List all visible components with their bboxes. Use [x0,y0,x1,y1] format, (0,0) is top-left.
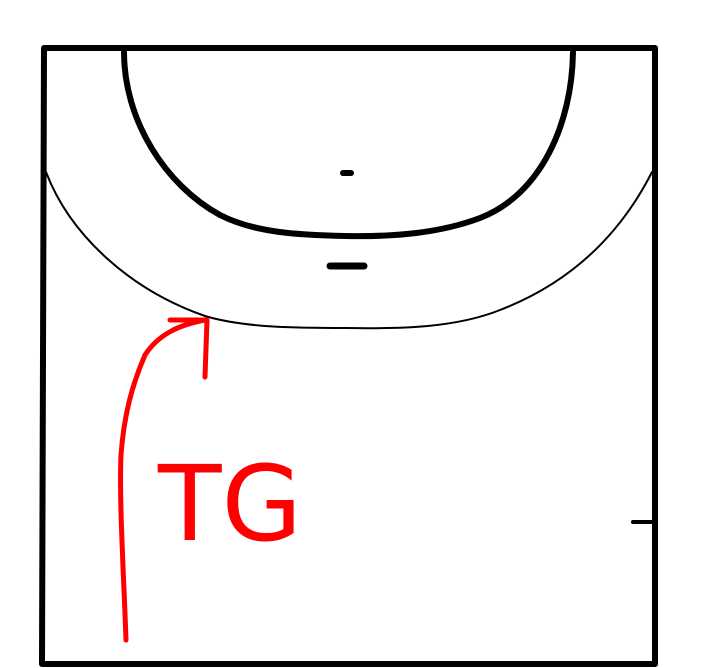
court-boundary [39,45,658,667]
annotation-arrowhead [167,317,210,380]
annotation-label: TG [157,443,302,565]
free-throw-line [45,171,653,330]
goal-area-line [121,49,576,240]
annotation-arrow [118,317,208,643]
